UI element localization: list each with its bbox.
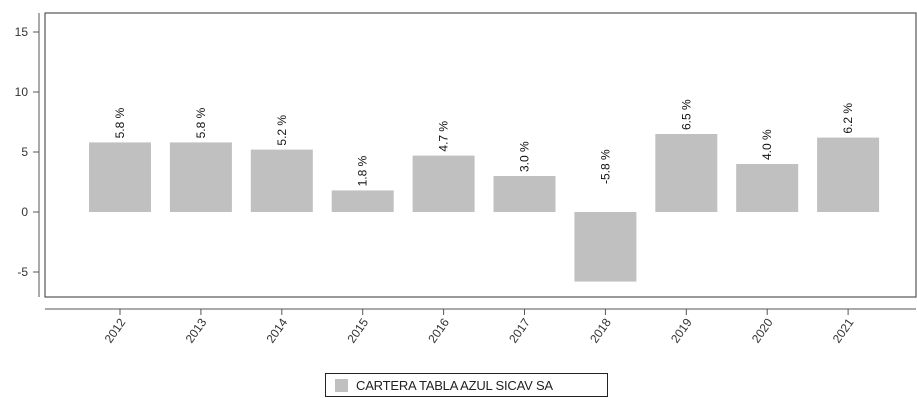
data-label-2019: 6.5 % [679, 99, 693, 130]
x-tick-label-2016: 2016 [425, 315, 452, 345]
x-tick-label-2015: 2015 [344, 315, 371, 345]
bars [89, 134, 880, 282]
x-tick-label-2018: 2018 [587, 315, 614, 345]
data-label-2016: 4.7 % [437, 121, 451, 152]
x-tick-label-2021: 2021 [830, 315, 857, 345]
y-axis-ticks: 15 10 5 0 -5 [15, 25, 39, 279]
y-tick-label: 0 [21, 205, 28, 219]
data-label-2018: -5.8 % [598, 149, 612, 184]
x-tick-label-2013: 2013 [183, 315, 210, 345]
y-tick-label: -5 [17, 265, 28, 279]
x-tick-label-2019: 2019 [668, 315, 695, 345]
bar-2020 [736, 164, 799, 212]
legend-swatch [335, 378, 348, 392]
x-axis-ticks: 2012 2013 2014 2015 2016 2017 2018 2019 2020 2021 [102, 309, 857, 346]
bar-2021 [817, 137, 880, 212]
data-label-2012: 5.8 % [113, 107, 127, 138]
data-label-2020: 4.0 % [760, 129, 774, 160]
y-tick-label: 5 [21, 145, 28, 159]
data-labels: 5.8 % 5.8 % 5.2 % 1.8 % 4.7 % 3.0 % -5.8 % 6.5 … [113, 99, 855, 186]
data-label-2014: 5.2 % [275, 115, 289, 146]
bar-2013 [169, 142, 232, 212]
bar-2016 [412, 155, 475, 212]
y-tick-label: 10 [15, 85, 29, 99]
bar-2019 [655, 134, 718, 212]
bar-2015 [331, 190, 394, 212]
y-tick-label: 15 [15, 25, 29, 39]
plot-area-frame [44, 12, 917, 298]
data-label-2021: 6.2 % [841, 103, 855, 134]
data-label-2017: 3.0 % [518, 141, 532, 172]
x-tick-label-2014: 2014 [263, 315, 290, 345]
legend-label: CARTERA TABLA AZUL SICAV SA [356, 377, 553, 393]
legend: CARTERA TABLA AZUL SICAV SA [325, 373, 608, 397]
bar-2017 [493, 176, 556, 212]
data-label-2013: 5.8 % [194, 107, 208, 138]
x-tick-label-2017: 2017 [506, 315, 533, 345]
data-label-2015: 1.8 % [356, 155, 370, 186]
bar-2014 [250, 149, 313, 212]
bar-2018 [574, 212, 637, 282]
x-tick-label-2020: 2020 [749, 315, 776, 345]
x-tick-label-2012: 2012 [102, 315, 129, 345]
bar-2012 [89, 142, 151, 212]
